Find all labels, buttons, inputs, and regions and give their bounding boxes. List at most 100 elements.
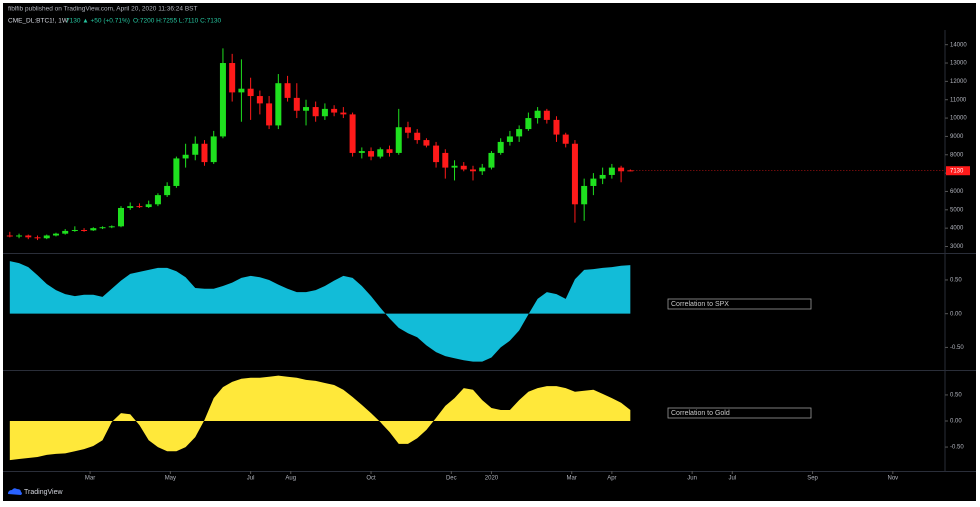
- candle-body: [238, 88, 245, 93]
- candle-body: [404, 127, 411, 133]
- candle-body: [562, 134, 569, 144]
- candle-body: [497, 141, 504, 153]
- candle-body: [117, 207, 124, 227]
- candle-body: [145, 204, 152, 208]
- candle-body: [618, 167, 625, 172]
- y-tick-label: 0.50: [950, 393, 962, 399]
- correlation-area: [9, 375, 631, 461]
- candle-body: [506, 136, 513, 142]
- y-tick-label: 0.00: [950, 311, 962, 317]
- candle-body: [516, 129, 523, 137]
- y-tick-label: 11000: [950, 97, 967, 103]
- candle-body: [386, 149, 393, 153]
- x-tick-label: Jul: [728, 476, 736, 482]
- published-line: fiblfib published on TradingView.com, Ap…: [8, 6, 197, 13]
- candle-body: [293, 97, 300, 111]
- candle-body: [543, 110, 550, 120]
- y-tick-label: -0.50: [950, 345, 964, 351]
- candle-body: [210, 136, 217, 163]
- y-tick-label: 3000: [950, 244, 964, 250]
- y-tick-label: 0.50: [950, 278, 962, 284]
- x-tick-label: Mar: [567, 476, 577, 482]
- candle-body: [136, 206, 143, 208]
- y-tick-label: 0.00: [950, 419, 962, 425]
- symbol: CME_DL:BTC1!, 1W: [8, 18, 69, 25]
- candle-body: [229, 63, 236, 93]
- candle-body: [451, 165, 458, 168]
- candle-body: [256, 96, 263, 104]
- candle-body: [377, 149, 384, 157]
- legend-label: Correlation to Gold: [671, 410, 730, 417]
- x-tick-label: Jun: [687, 476, 697, 482]
- y-tick-label: -0.50: [950, 445, 964, 451]
- candle-body: [525, 118, 532, 130]
- legend-box: [667, 298, 812, 310]
- candle-body: [581, 185, 588, 205]
- y-tick-label: 12000: [950, 79, 967, 85]
- candle-body: [442, 152, 449, 168]
- candle-body: [266, 103, 273, 126]
- candle-body: [479, 167, 486, 172]
- x-tick-label: Sep: [807, 476, 818, 482]
- candle-body: [6, 235, 13, 237]
- x-tick-label: Aug: [285, 476, 296, 482]
- candle-body: [127, 206, 134, 208]
- candle-body: [469, 169, 476, 172]
- candle-body: [488, 152, 495, 168]
- candle-body: [312, 107, 319, 117]
- candle-body: [201, 143, 208, 163]
- candle-body: [414, 132, 421, 141]
- y-tick-label: 5000: [950, 207, 964, 213]
- candle-body: [34, 237, 41, 239]
- candle-body: [81, 229, 88, 231]
- x-tick-label: Jul: [247, 476, 255, 482]
- candle-body: [395, 127, 402, 153]
- candle-body: [303, 107, 310, 111]
- candle-body: [571, 143, 578, 205]
- candle-body: [62, 230, 69, 234]
- y-tick-label: 13000: [950, 61, 967, 67]
- y-tick-label: 8000: [950, 152, 964, 158]
- last-price-tag: [946, 166, 970, 176]
- x-tick-label: May: [165, 476, 176, 482]
- candle-body: [192, 143, 199, 155]
- candle-body: [182, 154, 189, 159]
- candle-body: [321, 108, 328, 117]
- correlation-area: [9, 261, 631, 362]
- candle-body: [553, 119, 560, 135]
- price-change: 7130 ▲ +50 (+0.71%): [66, 18, 130, 25]
- candle-body: [599, 174, 606, 179]
- x-tick-label: Mar: [85, 476, 95, 482]
- y-tick-label: 4000: [950, 226, 964, 232]
- candle-body: [423, 140, 430, 146]
- candle-body: [71, 229, 78, 231]
- x-tick-label: Apr: [607, 476, 616, 482]
- candle-body: [368, 151, 375, 157]
- x-tick-label: Dec: [446, 476, 457, 482]
- x-tick-label: Nov: [887, 476, 898, 482]
- candle-body: [460, 165, 467, 170]
- x-tick-label: 2020: [485, 476, 499, 482]
- ohlc: O:7200 H:7255 L:7110 C:7130: [133, 18, 221, 25]
- candle-body: [331, 108, 338, 113]
- legend-label: Correlation to SPX: [671, 301, 729, 308]
- candle-body: [247, 88, 254, 97]
- legend-box: [667, 407, 812, 419]
- candle-body: [99, 227, 106, 229]
- candle-body: [219, 63, 226, 137]
- brand-logo: [8, 488, 22, 495]
- candle-body: [433, 145, 440, 163]
- y-tick-label: 9000: [950, 134, 964, 140]
- candle-body: [16, 235, 23, 237]
- candle-body: [108, 226, 115, 228]
- brand: TradingView: [24, 489, 63, 496]
- candle-body: [43, 235, 50, 239]
- candle-body: [590, 178, 597, 186]
- y-tick-label: 14000: [950, 42, 967, 48]
- candle-body: [284, 83, 291, 98]
- y-tick-label: 10000: [950, 116, 967, 122]
- last-price-label: 7130: [950, 168, 964, 174]
- candle-body: [534, 110, 541, 119]
